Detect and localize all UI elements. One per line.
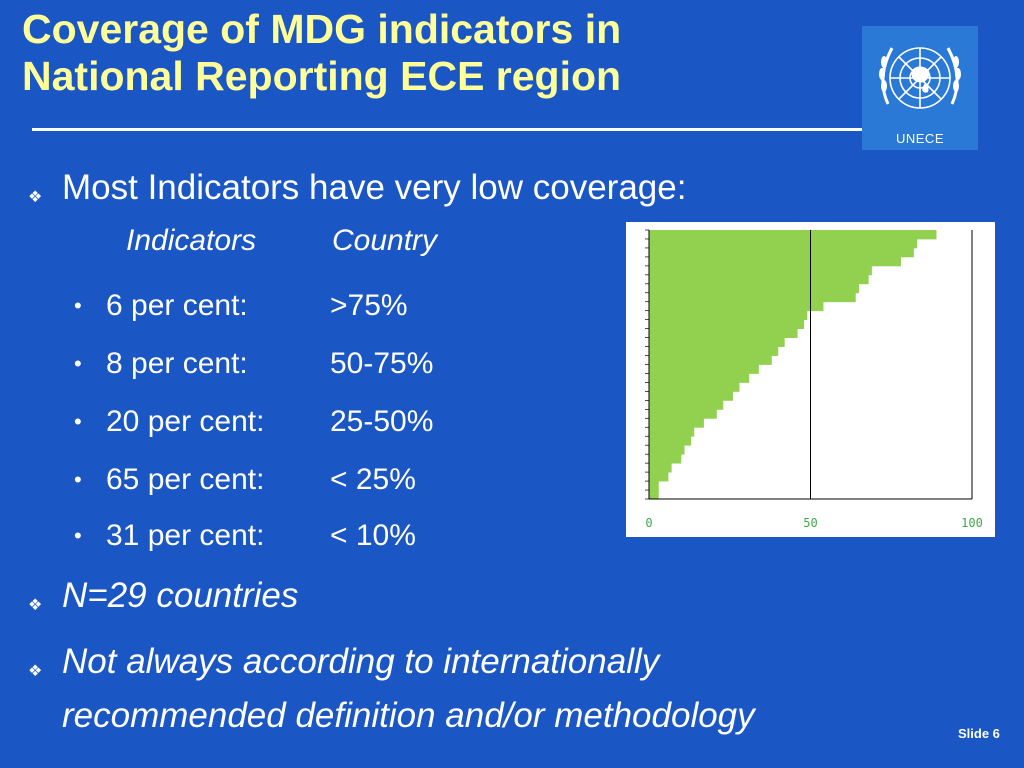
chart-bar [649, 490, 659, 500]
chart-bar [649, 265, 872, 276]
row-indicators: 31 per cent: [106, 519, 265, 552]
chart-bar [649, 292, 856, 303]
header-indicators: Indicators [126, 224, 257, 257]
chart-bar [649, 445, 685, 455]
unece-logo: UNECE [862, 26, 978, 150]
bullet-text: Most Indicators have very low coverage: [62, 168, 687, 207]
chart-bar [649, 274, 869, 285]
x-tick-label: 100 [961, 516, 983, 530]
row-country: < 25% [330, 463, 416, 496]
chart-bar [649, 391, 733, 401]
title-divider [32, 128, 864, 131]
row-country: >75% [330, 289, 408, 322]
chart-bar [649, 301, 824, 312]
diamond-bullet-icon: ❖ [28, 189, 43, 206]
row-indicators: 65 per cent: [106, 463, 265, 496]
chart-bar [649, 364, 759, 374]
coverage-chart-svg: 0 50 100 [645, 229, 983, 530]
row-indicators: 8 per cent: [106, 347, 248, 380]
row-indicators: 20 per cent: [106, 405, 265, 438]
chart-bar [649, 382, 740, 392]
chart-bar [649, 472, 669, 482]
chart-bar [649, 436, 691, 446]
dot-bullet-icon: • [74, 523, 82, 548]
un-emblem-icon [879, 47, 961, 109]
x-tick-label: 50 [803, 516, 817, 530]
chart-bar [649, 238, 918, 249]
row-country: 25-50% [330, 405, 434, 438]
chart-bar [649, 373, 750, 383]
chart-bar [649, 230, 937, 240]
diamond-bullet-icon: ❖ [28, 597, 43, 614]
coverage-chart: 0 50 100 [626, 222, 995, 537]
chart-bar [649, 463, 672, 473]
bullet-text: N=29 countries [62, 576, 299, 615]
bullet-text-line-2: recommended definition and/or methodolog… [62, 696, 755, 735]
title-line-2: National Reporting ECE region [22, 53, 622, 99]
chart-bar [649, 409, 717, 419]
chart-bar [649, 427, 695, 437]
header-country: Country [332, 224, 438, 257]
row-country: < 10% [330, 519, 416, 552]
table-header: Indicators Country [126, 224, 437, 258]
x-tick-label: 0 [645, 516, 652, 530]
chart-bar [649, 355, 772, 365]
row-indicators: 6 per cent: [106, 289, 248, 322]
title-line-1: Coverage of MDG indicators in [22, 6, 622, 52]
dot-bullet-icon: • [74, 467, 82, 492]
chart-bar [649, 247, 914, 258]
chart-bar [649, 283, 859, 294]
dot-bullet-icon: • [74, 409, 82, 434]
chart-bar [649, 328, 798, 338]
chart-bar [649, 454, 682, 464]
chart-bar [649, 400, 724, 410]
dot-bullet-icon: • [74, 351, 82, 376]
chart-bar [649, 319, 805, 330]
row-country: 50-75% [330, 347, 434, 380]
chart-bar [649, 481, 659, 491]
chart-bar [649, 346, 779, 356]
chart-bar [649, 256, 901, 267]
chart-bar [649, 310, 808, 321]
logo-caption: UNECE [895, 131, 944, 146]
chart-bar [649, 418, 704, 428]
slide-title: Coverage of MDG indicators in National R… [22, 6, 822, 100]
chart-bar [649, 337, 785, 347]
dot-bullet-icon: • [74, 293, 82, 318]
slide-number: Slide 6 [958, 726, 1000, 741]
diamond-bullet-icon: ❖ [28, 663, 43, 680]
bullet-text-line-1: Not always according to internationally [62, 642, 660, 681]
